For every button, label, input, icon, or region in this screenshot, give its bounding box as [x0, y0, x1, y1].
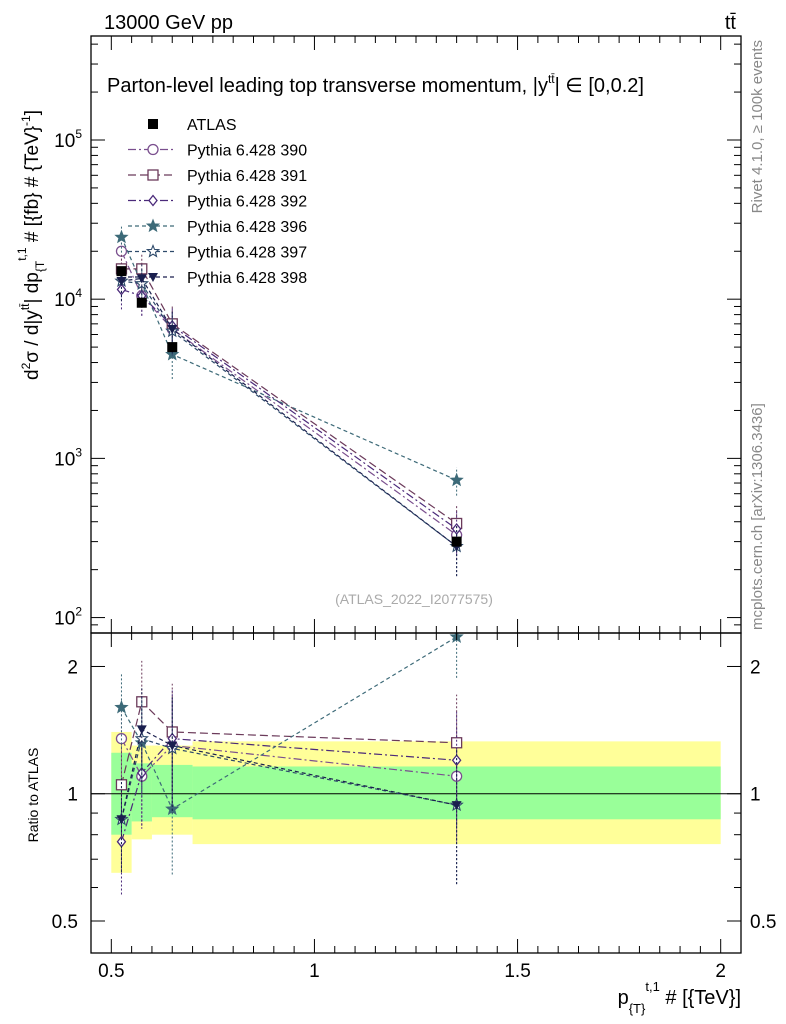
ratio-y-tick-label: 0.5	[52, 912, 78, 933]
legend-label: ATLAS	[187, 117, 237, 134]
ratio-y-label: Ratio to ATLAS	[25, 748, 41, 843]
series-2	[116, 274, 462, 554]
legend-marker	[148, 119, 158, 129]
x-tick-label: 1	[309, 961, 320, 982]
ratio-point-1-0	[115, 779, 128, 791]
ratio-panel: 0.5 1 1.5 2 0.5 0.5 1 1 2 2 Ratio to ATLAS p{T}t,…	[25, 36, 776, 1016]
rivet-label: Rivet 4.1.0, ≥ 100k events	[749, 40, 766, 213]
series-point-2-3	[451, 522, 462, 536]
ratio-line-4	[120, 737, 457, 820]
legend-entry-0: ATLAS	[148, 117, 237, 134]
y-tick-label: 103	[54, 445, 82, 470]
atlas-point-0	[116, 266, 127, 277]
energy-label: 13000 GeV pp	[104, 12, 233, 34]
legend-label: Pythia 6.428 392	[187, 194, 307, 211]
ratio-point-5-3	[451, 801, 462, 811]
y-axis-label: d2σ / d|ytt̄| dp{Tt,1 # [{fb} # {TeV}-1]	[15, 110, 47, 380]
mcplots-label: mcplots.cern.ch [arXiv:1306.3436]	[749, 403, 766, 630]
y-tick-label: 104	[54, 286, 82, 311]
ratio-frame	[90, 632, 742, 954]
ratio-line-0	[120, 738, 457, 778]
legend-marker	[147, 143, 159, 156]
series-point-5-2	[167, 324, 178, 334]
ratio-y-tick-label: 1	[67, 785, 78, 806]
ratio-series-5	[116, 688, 462, 885]
ratio-y-tick-label: 2	[67, 657, 78, 678]
series-line-5	[121, 277, 457, 547]
ratio-y-tick-label-right: 0.5	[750, 912, 776, 933]
series-point-3-3	[449, 472, 464, 487]
legend-label: Pythia 6.428 390	[187, 143, 307, 160]
ratio-y-tick-label-right: 1	[750, 785, 761, 806]
main-panel: Parton-level leading top transverse mome…	[15, 35, 742, 634]
y-tick-label: 105	[54, 127, 82, 152]
legend-marker	[145, 243, 161, 258]
series-4	[114, 265, 464, 577]
legend-entry-4: Pythia 6.428 396	[128, 218, 307, 236]
legend-entry-5: Pythia 6.428 397	[128, 243, 307, 262]
legend-label: Pythia 6.428 398	[187, 270, 307, 287]
x-tick-label: 0.5	[98, 961, 124, 982]
chart-title: Parton-level leading top transverse mome…	[107, 72, 644, 97]
legend-label: Pythia 6.428 391	[187, 168, 307, 185]
series-point-5-0	[116, 277, 127, 287]
ratio-line-3	[120, 636, 457, 810]
series-1	[115, 253, 463, 549]
ratio-y-tick-label-right: 2	[750, 657, 761, 678]
legend: ATLAS Pythia 6.428 390 Pythia 6.428 391 Pyt…	[128, 117, 307, 287]
ratio-point-5-2	[167, 741, 178, 751]
x-tick-label: 1.5	[504, 961, 530, 982]
series-point-3-0	[114, 229, 129, 244]
analysis-watermark: (ATLAS_2022_I2077575)	[335, 591, 493, 607]
legend-entry-3: Pythia 6.428 392	[128, 194, 307, 211]
series-point-2-0	[116, 283, 127, 296]
legend-entry-2: Pythia 6.428 391	[128, 168, 307, 185]
y-tick-label: 102	[54, 605, 82, 630]
x-axis-label: p{T}t,1 # [{TeV}]	[618, 979, 741, 1016]
legend-label: Pythia 6.428 397	[187, 245, 307, 262]
atlas-point-3	[451, 536, 462, 547]
ratio-line-2	[120, 738, 457, 842]
atlas-point-1	[136, 297, 147, 308]
ratio-point-2-3	[451, 754, 462, 767]
series-5	[116, 263, 462, 577]
series-3	[114, 224, 464, 496]
ratio-point-5-1	[136, 725, 147, 735]
legend-entry-1: Pythia 6.428 390	[128, 143, 307, 160]
ratio-point-3-0	[114, 699, 129, 714]
series-line-1	[121, 268, 457, 524]
ratio-line-1	[120, 700, 457, 785]
legend-marker	[145, 218, 161, 233]
legend-marker	[147, 169, 159, 181]
legend-entry-6: Pythia 6.428 398	[128, 270, 307, 287]
series-line-3	[120, 236, 457, 481]
series-line-4	[121, 280, 457, 547]
x-tick-label: 2	[715, 961, 726, 982]
legend-marker	[148, 194, 158, 207]
process-label: tt̄	[725, 12, 737, 34]
ratio-point-1-3	[450, 737, 463, 749]
atlas-point-2	[167, 342, 178, 353]
legend-marker	[148, 273, 158, 282]
series-line-0	[120, 251, 457, 536]
ratio-point-5-0	[116, 815, 127, 825]
legend-label: Pythia 6.428 396	[187, 219, 307, 236]
